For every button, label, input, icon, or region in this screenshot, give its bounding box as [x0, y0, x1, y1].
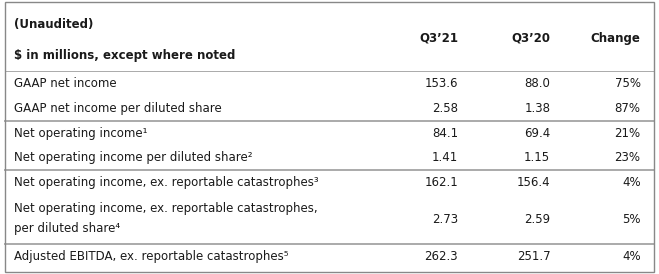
Text: Q3’20: Q3’20 [511, 32, 550, 45]
Text: Net operating income, ex. reportable catastrophes,: Net operating income, ex. reportable cat… [14, 202, 318, 215]
Text: 2.73: 2.73 [432, 213, 458, 226]
Text: 69.4: 69.4 [524, 127, 550, 139]
Text: Net operating income¹: Net operating income¹ [14, 127, 148, 139]
Text: Q3’21: Q3’21 [419, 32, 458, 45]
Text: 84.1: 84.1 [432, 127, 458, 139]
Text: per diluted share⁴: per diluted share⁴ [14, 221, 121, 235]
Text: 156.4: 156.4 [517, 176, 550, 189]
Text: GAAP net income: GAAP net income [14, 77, 117, 90]
Text: GAAP net income per diluted share: GAAP net income per diluted share [14, 102, 222, 115]
Text: 75%: 75% [615, 77, 641, 90]
Text: 21%: 21% [614, 127, 641, 139]
Text: 1.15: 1.15 [524, 151, 550, 164]
Text: $ in millions, except where noted: $ in millions, except where noted [14, 49, 236, 62]
Text: 23%: 23% [615, 151, 641, 164]
Text: 162.1: 162.1 [424, 176, 458, 189]
Text: 1.38: 1.38 [525, 102, 550, 115]
Text: 1.41: 1.41 [432, 151, 458, 164]
Text: Adjusted EBITDA, ex. reportable catastrophes⁵: Adjusted EBITDA, ex. reportable catastro… [14, 250, 289, 263]
Text: 4%: 4% [622, 250, 641, 263]
Text: 2.59: 2.59 [524, 213, 550, 226]
Text: 87%: 87% [615, 102, 641, 115]
Text: Net operating income per diluted share²: Net operating income per diluted share² [14, 151, 253, 164]
Text: Net operating income, ex. reportable catastrophes³: Net operating income, ex. reportable cat… [14, 176, 319, 189]
Text: 262.3: 262.3 [424, 250, 458, 263]
Text: 2.58: 2.58 [432, 102, 458, 115]
Text: Change: Change [590, 32, 641, 45]
Text: 5%: 5% [622, 213, 641, 226]
Text: 88.0: 88.0 [525, 77, 550, 90]
Text: 153.6: 153.6 [424, 77, 458, 90]
Text: 251.7: 251.7 [517, 250, 550, 263]
Text: 4%: 4% [622, 176, 641, 189]
Text: (Unaudited): (Unaudited) [14, 18, 94, 31]
